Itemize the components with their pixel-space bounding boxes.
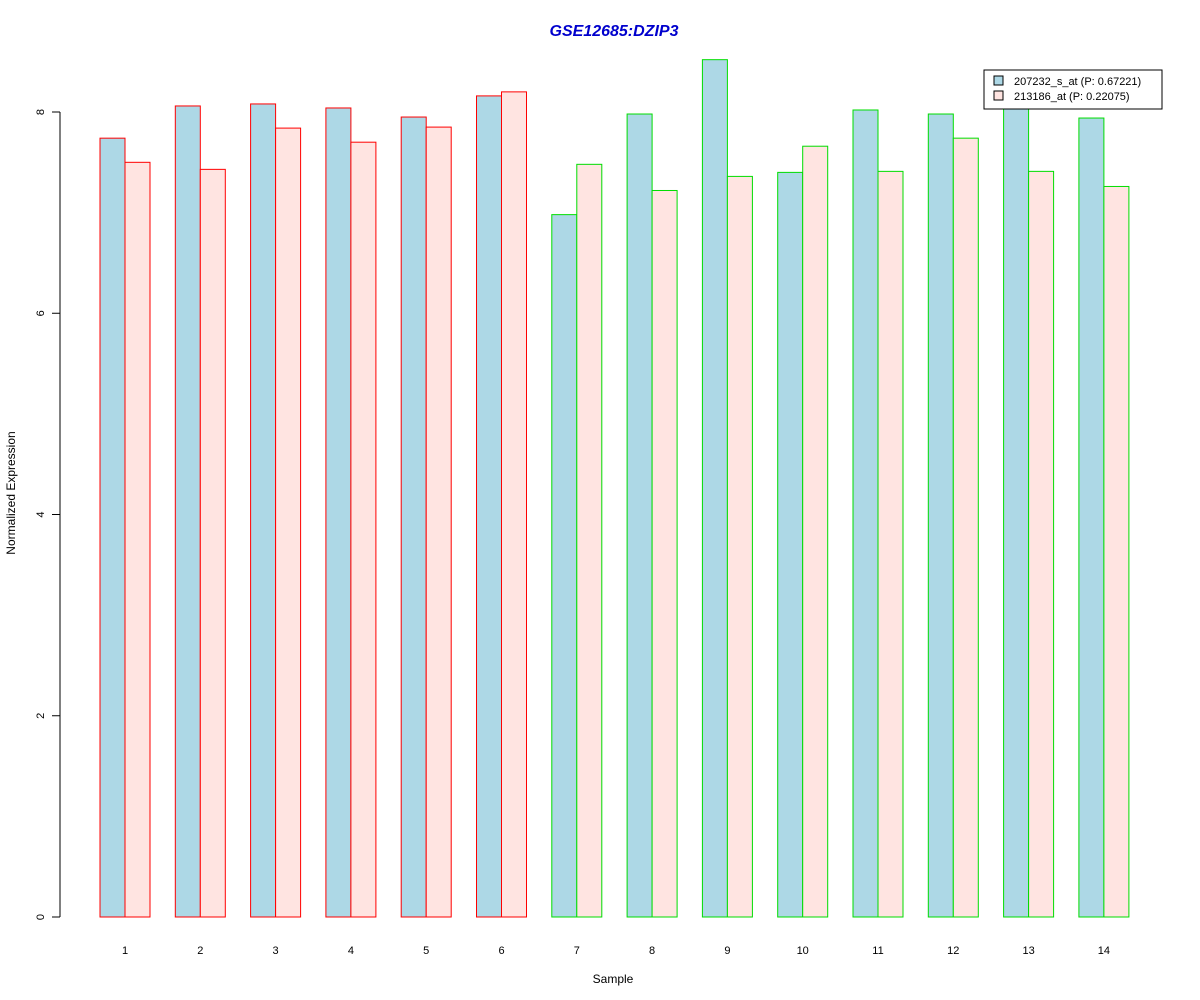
bar-sample-11-series-2 (877, 170, 904, 918)
x-tick-label: 1 (122, 945, 128, 957)
y-axis: 0 2 4 6 8 (35, 109, 61, 920)
bar-sample-13-series-1 (1003, 105, 1030, 918)
chart-title: GSE12685:DZIP3 (550, 23, 679, 40)
x-tick-label: 4 (348, 945, 354, 957)
x-tick-label: 14 (1098, 945, 1110, 957)
y-tick-label: 6 (35, 310, 47, 316)
bar-sample-2-series-1 (174, 105, 201, 918)
x-tick-label: 13 (1022, 945, 1034, 957)
bar-sample-4-series-1 (325, 107, 352, 918)
legend-swatch (993, 75, 1004, 86)
bar-sample-10-series-2 (802, 145, 829, 918)
bar-sample-5-series-2 (425, 126, 452, 918)
x-axis-label: Sample (593, 972, 634, 986)
x-tick-label: 9 (724, 945, 730, 957)
x-tick-label: 7 (574, 945, 580, 957)
bar-sample-11-series-1 (852, 109, 879, 918)
bar-sample-10-series-1 (777, 171, 804, 918)
x-tick-label: 10 (797, 945, 809, 957)
bar-sample-1-series-2 (124, 161, 151, 918)
bar-sample-14-series-2 (1103, 185, 1130, 918)
legend-swatch (993, 90, 1004, 101)
bar-sample-3-series-2 (275, 127, 302, 918)
bars (99, 59, 1130, 918)
bar-sample-6-series-1 (476, 95, 502, 918)
bar-sample-6-series-2 (501, 91, 527, 918)
bar-sample-7-series-2 (576, 163, 603, 918)
bar-sample-13-series-2 (1028, 170, 1055, 918)
bar-sample-8-series-2 (651, 189, 678, 918)
legend: 207232_s_at (P: 0.67221) 213186_at (P: 0.… (983, 69, 1163, 110)
y-tick-label: 8 (35, 109, 47, 115)
bar-sample-12-series-2 (952, 137, 979, 918)
bar-sample-2-series-2 (199, 168, 226, 918)
x-tick-label: 3 (273, 945, 279, 957)
x-tick-label: 12 (947, 945, 959, 957)
legend-label: 213186_at (P: 0.22075) (1014, 91, 1130, 103)
y-axis-label: Normalized Expression (4, 431, 18, 554)
bar-sample-3-series-1 (250, 103, 277, 918)
x-tick-label: 5 (423, 945, 429, 957)
bar-sample-14-series-1 (1078, 117, 1105, 918)
bar-sample-5-series-1 (400, 116, 427, 918)
bar-sample-12-series-1 (927, 113, 954, 918)
x-tick-label: 11 (872, 945, 883, 957)
x-axis-tick-labels: 1 2 3 4 5 6 7 8 9 10 11 12 13 14 (122, 945, 1110, 957)
bar-sample-9-series-1 (701, 59, 728, 918)
bar-sample-9-series-2 (726, 175, 753, 918)
bar-sample-1-series-1 (99, 137, 126, 918)
x-tick-label: 8 (649, 945, 655, 957)
y-tick-label: 2 (35, 713, 47, 719)
y-tick-label: 4 (35, 511, 47, 517)
bar-sample-8-series-1 (626, 113, 653, 918)
legend-label: 207232_s_at (P: 0.67221) (1014, 76, 1141, 88)
bar-sample-4-series-2 (350, 141, 377, 918)
bar-sample-7-series-1 (551, 214, 578, 918)
y-tick-label: 0 (35, 914, 47, 920)
x-tick-label: 6 (498, 945, 504, 957)
legend-box (983, 69, 1163, 110)
x-tick-label: 2 (197, 945, 203, 957)
